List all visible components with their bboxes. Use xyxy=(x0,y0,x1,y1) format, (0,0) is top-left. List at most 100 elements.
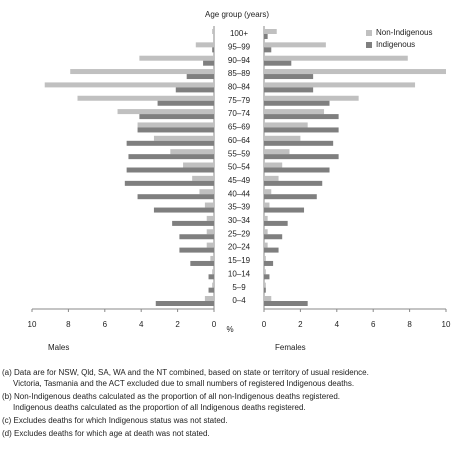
category-label: 25–29 xyxy=(228,229,251,238)
bar xyxy=(264,229,268,235)
bar xyxy=(264,47,272,53)
chart-title: Age group (years) xyxy=(205,10,269,19)
bar xyxy=(264,69,446,75)
category-label: 55–59 xyxy=(228,149,251,158)
bar xyxy=(264,122,308,128)
bar xyxy=(264,301,308,306)
bar xyxy=(264,149,290,155)
bar xyxy=(139,114,214,120)
bar xyxy=(264,247,279,253)
category-label: 60–64 xyxy=(228,136,251,145)
bar xyxy=(264,34,268,39)
bar xyxy=(203,60,214,66)
x-axis-label: % xyxy=(226,325,233,334)
bar xyxy=(212,269,214,275)
footnote: Victoria, Tasmania and the ACT excluded … xyxy=(13,379,354,388)
bar xyxy=(77,95,214,101)
bar xyxy=(70,69,214,75)
bar xyxy=(186,74,214,80)
bar xyxy=(264,189,272,195)
bar xyxy=(264,42,326,48)
bar xyxy=(264,167,330,173)
category-label: 65–69 xyxy=(228,123,251,132)
bar xyxy=(126,167,214,173)
bar xyxy=(264,287,266,293)
category-label: 10–14 xyxy=(228,269,251,278)
x-tick-label: 6 xyxy=(103,320,108,329)
bar xyxy=(264,55,408,61)
category-label: 50–54 xyxy=(228,163,251,172)
category-label: 5–9 xyxy=(232,283,246,292)
bar xyxy=(137,194,214,200)
bar xyxy=(264,215,268,221)
bar xyxy=(206,215,214,221)
bar xyxy=(264,162,283,168)
category-label: 70–74 xyxy=(228,109,251,118)
panel-label: Males xyxy=(48,343,69,352)
bar xyxy=(264,202,270,208)
category-label: 15–19 xyxy=(228,256,251,265)
x-tick-label: 6 xyxy=(371,320,376,329)
bar xyxy=(139,55,214,61)
category-label: 90–94 xyxy=(228,56,251,65)
bar xyxy=(153,135,214,141)
footnote: Indigenous deaths calculated as the prop… xyxy=(13,403,306,412)
footnote: (d) Excludes deaths for which age at dea… xyxy=(2,429,210,438)
panel-label: Females xyxy=(275,343,306,352)
category-label: 0–4 xyxy=(232,296,246,305)
bar xyxy=(264,194,317,200)
bar xyxy=(264,242,268,248)
category-label: 30–34 xyxy=(228,216,251,225)
bar xyxy=(264,255,266,261)
bar xyxy=(206,229,214,235)
category-label: 100+ xyxy=(230,29,248,38)
bar xyxy=(264,100,330,106)
bar xyxy=(264,220,288,226)
bar xyxy=(124,180,214,186)
footnote: (a) Data are for NSW, Qld, SA, WA and th… xyxy=(2,368,369,377)
category-label: 75–79 xyxy=(228,96,251,105)
footnote: (c) Excludes deaths for which Indigenous… xyxy=(2,416,227,425)
bar xyxy=(117,109,214,115)
x-tick-label: 10 xyxy=(28,320,37,329)
bar xyxy=(264,234,283,240)
bar xyxy=(264,87,314,93)
bar xyxy=(204,202,214,208)
bar xyxy=(128,154,214,160)
bar xyxy=(264,95,359,101)
bar xyxy=(264,82,416,88)
bar xyxy=(183,162,214,168)
bar xyxy=(210,255,214,261)
bar xyxy=(264,269,266,275)
legend-label: Non-Indigenous xyxy=(376,28,432,37)
bar xyxy=(212,47,214,53)
legend-label: Indigenous xyxy=(376,40,415,49)
category-label: 95–99 xyxy=(228,42,251,51)
bar xyxy=(212,29,214,34)
bar xyxy=(264,207,305,213)
category-label: 80–84 xyxy=(228,83,251,92)
x-tick-label: 2 xyxy=(175,320,180,329)
bar xyxy=(264,127,339,133)
bar xyxy=(264,260,274,266)
bar xyxy=(170,149,214,155)
bar xyxy=(264,135,301,141)
bar xyxy=(264,180,323,186)
bar xyxy=(179,247,214,253)
bar xyxy=(264,74,314,80)
category-label: 20–24 xyxy=(228,243,251,252)
bar xyxy=(192,175,214,181)
x-tick-label: 8 xyxy=(66,320,71,329)
legend-swatch xyxy=(366,42,372,48)
bar xyxy=(264,114,339,120)
bar xyxy=(204,296,214,301)
bar xyxy=(264,154,339,160)
bar xyxy=(44,82,214,88)
bar xyxy=(264,109,325,115)
category-label: 45–49 xyxy=(228,176,251,185)
bar xyxy=(264,29,277,34)
bar xyxy=(126,140,214,146)
bar xyxy=(137,127,214,133)
bar xyxy=(179,234,214,240)
